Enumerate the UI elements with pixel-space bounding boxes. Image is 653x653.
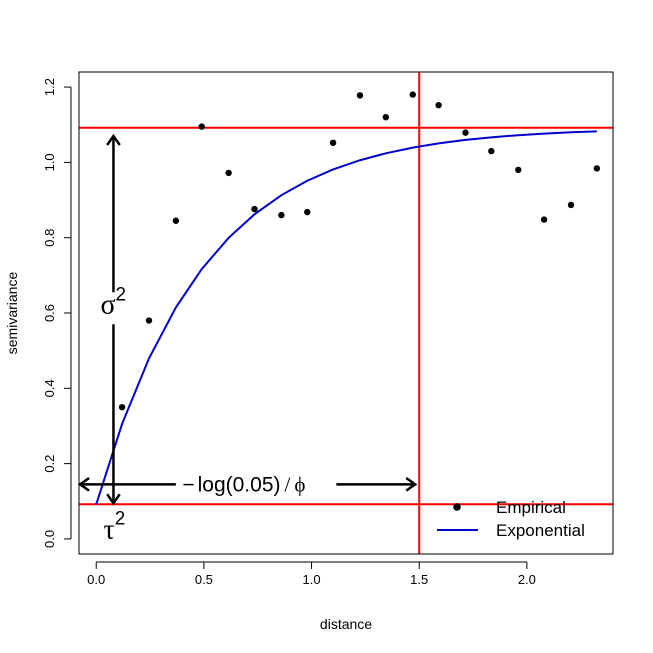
empirical-point bbox=[172, 217, 180, 224]
x-tick-label: 0.5 bbox=[195, 572, 213, 587]
empirical-point bbox=[409, 91, 416, 98]
x-tick-label: 0.0 bbox=[87, 572, 105, 587]
sigma-squared-label: σ2 bbox=[100, 284, 126, 320]
x-axis-title: distance bbox=[320, 616, 372, 632]
empirical-point bbox=[225, 169, 232, 177]
empirical-point bbox=[382, 113, 390, 121]
y-tick-label: 0.8 bbox=[42, 229, 57, 247]
y-tick-label: 0.2 bbox=[42, 455, 57, 473]
x-tick-label: 1.0 bbox=[303, 572, 321, 587]
empirical-point bbox=[329, 139, 337, 146]
x-tick-label: 1.5 bbox=[410, 572, 428, 587]
empirical-point bbox=[540, 216, 548, 223]
y-axis-title: semivariance bbox=[4, 272, 20, 355]
y-tick-label: 0.6 bbox=[42, 304, 57, 322]
empirical-point bbox=[356, 92, 364, 99]
tau-squared-label: τ2 bbox=[103, 509, 125, 546]
empirical-point bbox=[304, 208, 311, 216]
exponential-curve bbox=[95, 130, 597, 505]
legend-label-empirical: Empirical bbox=[496, 498, 566, 517]
empirical-point bbox=[251, 205, 258, 213]
empirical-point bbox=[278, 211, 285, 219]
x-tick-label: 2.0 bbox=[518, 572, 536, 587]
range-arrowhead-right bbox=[405, 477, 418, 492]
empirical-point bbox=[198, 123, 205, 130]
empirical-point bbox=[145, 317, 153, 324]
sill-arrowhead-down bbox=[106, 493, 121, 506]
empirical-point bbox=[567, 201, 575, 209]
legend-label-exponential: Exponential bbox=[496, 521, 585, 540]
y-tick-label: 1.2 bbox=[42, 78, 57, 96]
empirical-point bbox=[435, 101, 442, 109]
empirical-point bbox=[462, 129, 469, 136]
empirical-point bbox=[515, 166, 522, 174]
range-arrowhead-left bbox=[77, 477, 90, 492]
y-tick-label: 0.0 bbox=[42, 530, 57, 548]
y-tick-label: 0.4 bbox=[42, 379, 57, 397]
plot-frame bbox=[78, 71, 614, 555]
empirical-point bbox=[118, 403, 126, 411]
empirical-point bbox=[488, 147, 495, 155]
y-tick-label: 1.0 bbox=[42, 153, 57, 171]
legend-marker-empirical bbox=[453, 503, 461, 511]
range-label: − log(0.05) / ϕ bbox=[182, 472, 305, 496]
sill-arrowhead-up bbox=[106, 133, 121, 146]
empirical-point bbox=[593, 165, 601, 172]
